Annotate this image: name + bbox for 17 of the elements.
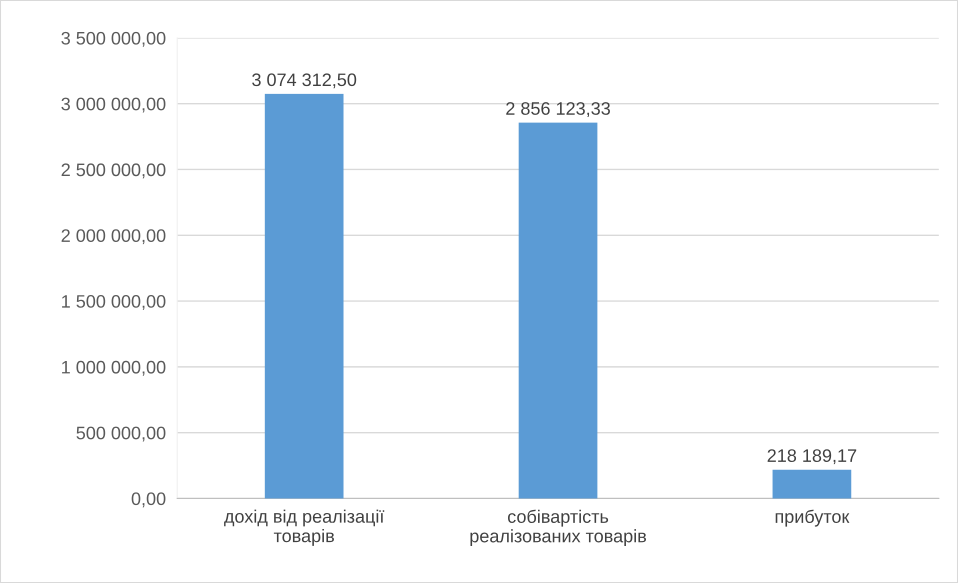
data-label: 218 189,17 (768, 449, 856, 464)
x-tick-label: собівартість реалізованих товарів (470, 510, 646, 546)
bar (264, 94, 344, 498)
x-tick-label: дохід від реалізації товарів (224, 510, 384, 546)
y-tick-label: 2 000 000,00 (62, 229, 166, 244)
bar (518, 122, 598, 498)
y-tick-label: 500 000,00 (76, 426, 166, 442)
bar (772, 470, 852, 498)
y-tick-label: 1 500 000,00 (62, 295, 166, 310)
x-tick-label: прибуток (776, 510, 850, 527)
y-tick-label: 3 500 000,00 (61, 32, 166, 47)
y-tick-label: 3 000 000,00 (61, 98, 166, 113)
data-label: 3 074 312,50 (252, 73, 356, 88)
y-tick-label: 1 000 000,00 (62, 360, 166, 376)
data-label: 2 856 123,33 (506, 102, 610, 118)
y-tick-label: 2 500 000,00 (62, 163, 166, 178)
y-tick-label: 0,00 (132, 492, 166, 508)
